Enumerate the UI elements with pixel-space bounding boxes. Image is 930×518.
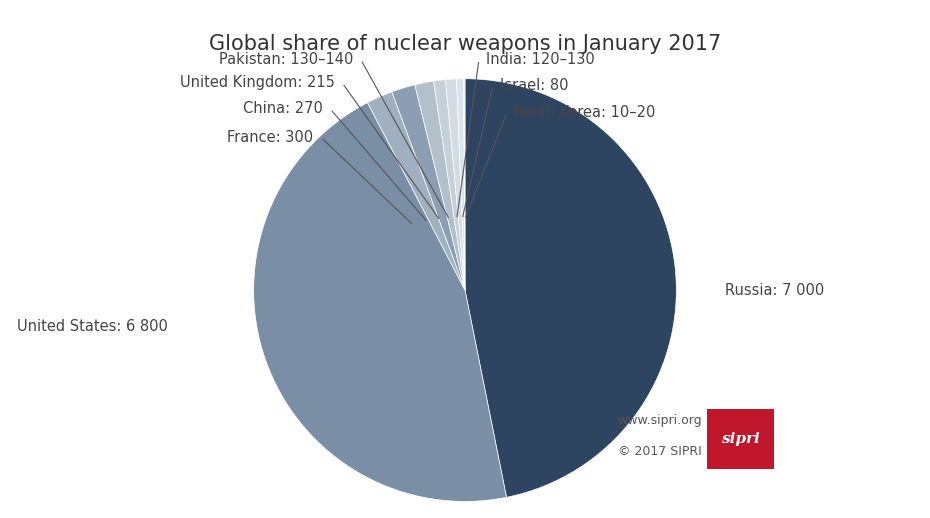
- Text: Pakistan: 130–140: Pakistan: 130–140: [219, 52, 353, 67]
- Text: North Korea: 10–20: North Korea: 10–20: [514, 106, 656, 120]
- Text: India: 120–130: India: 120–130: [486, 52, 595, 67]
- Wedge shape: [457, 79, 465, 290]
- Text: United Kingdom: 215: United Kingdom: 215: [179, 76, 335, 90]
- Text: France: 300: France: 300: [227, 130, 313, 145]
- Text: China: 270: China: 270: [243, 102, 323, 116]
- Text: United States: 6 800: United States: 6 800: [17, 319, 167, 334]
- Text: Israel: 80: Israel: 80: [500, 78, 569, 93]
- Text: sipri: sipri: [721, 432, 760, 446]
- Wedge shape: [464, 79, 465, 290]
- Wedge shape: [445, 79, 465, 290]
- Wedge shape: [415, 81, 465, 290]
- Text: Russia: 7 000: Russia: 7 000: [725, 283, 825, 297]
- Wedge shape: [465, 79, 676, 497]
- Text: © 2017 SIPRI: © 2017 SIPRI: [618, 445, 702, 458]
- Wedge shape: [392, 85, 465, 290]
- Text: www.sipri.org: www.sipri.org: [618, 414, 702, 427]
- Wedge shape: [254, 103, 507, 501]
- Wedge shape: [433, 80, 465, 290]
- Wedge shape: [367, 92, 465, 290]
- Text: Global share of nuclear weapons in January 2017: Global share of nuclear weapons in Janua…: [209, 34, 721, 54]
